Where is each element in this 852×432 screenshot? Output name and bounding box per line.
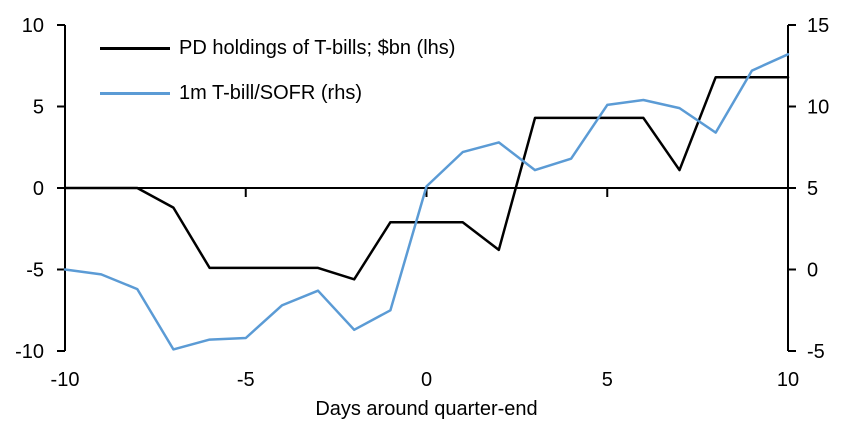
- x-axis-tick-label: -10: [51, 369, 80, 391]
- right-axis-label: 10: [807, 97, 829, 119]
- legend-label-tbill-sofr: 1m T-bill/SOFR (rhs): [179, 81, 362, 104]
- x-axis-tick-label: 0: [421, 369, 432, 391]
- legend-line-blue: [100, 91, 170, 95]
- legend-line-black: [100, 46, 170, 50]
- x-axis-title: Days around quarter-end: [315, 398, 537, 420]
- right-axis-label: 15: [807, 15, 829, 37]
- right-axis-label: 5: [807, 178, 818, 200]
- left-axis-label: -5: [26, 260, 44, 282]
- legend-label-pd-holdings: PD holdings of T-bills; $bn (lhs): [179, 36, 456, 59]
- series-line-1: [63, 53, 790, 351]
- right-axis-label: -5: [807, 341, 825, 363]
- legend-item-pd-holdings: PD holdings of T-bills; $bn (lhs): [100, 34, 455, 62]
- left-axis-label: 10: [22, 15, 44, 37]
- left-axis-label: -10: [15, 341, 44, 363]
- series-line-0: [63, 75, 790, 281]
- right-axis-label: 0: [807, 260, 818, 282]
- left-axis-label: 0: [33, 178, 44, 200]
- left-axis-label: 5: [33, 97, 44, 119]
- legend-item-tbill-sofr: 1m T-bill/SOFR (rhs): [100, 79, 362, 107]
- x-axis-tick-label: -5: [237, 369, 255, 391]
- x-axis-tick-label: 10: [777, 369, 799, 391]
- x-axis-tick-label: 5: [602, 369, 613, 391]
